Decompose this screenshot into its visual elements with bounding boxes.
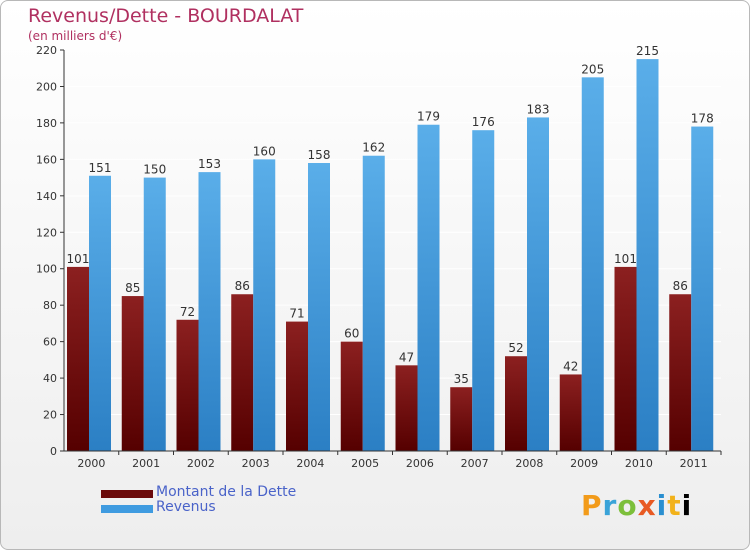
axes: 0 20 40 60 80 100 120 140 160 180 200 220 2000 2001 20… bbox=[36, 44, 722, 470]
data-label-dette: 85 bbox=[125, 281, 140, 295]
bar-dette bbox=[395, 365, 418, 451]
bar-dette bbox=[286, 321, 308, 451]
bar-revenus bbox=[308, 163, 330, 451]
y-tick-label: 60 bbox=[43, 336, 57, 349]
data-label-dette: 52 bbox=[508, 341, 523, 355]
bar-dette bbox=[505, 356, 527, 451]
bar-revenus bbox=[253, 159, 276, 451]
x-tick-label: 2010 bbox=[625, 457, 653, 470]
bar-dette bbox=[67, 266, 89, 451]
x-tick-label: 2009 bbox=[570, 457, 598, 470]
y-tick-label: 200 bbox=[36, 80, 57, 93]
data-label-dette: 35 bbox=[454, 372, 469, 386]
data-label-dette: 47 bbox=[399, 350, 414, 364]
bar-revenus bbox=[362, 155, 385, 451]
bar-revenus bbox=[198, 172, 221, 451]
data-label-dette: 101 bbox=[614, 252, 637, 266]
data-label-dette: 71 bbox=[289, 307, 304, 321]
proxiti-logo: Proxiti bbox=[581, 489, 693, 522]
x-tick-label: 2007 bbox=[461, 457, 489, 470]
data-label-dette: 60 bbox=[344, 327, 359, 341]
x-tick-label: 2003 bbox=[242, 457, 270, 470]
y-tick-label: 100 bbox=[36, 263, 57, 276]
data-label-revenus: 151 bbox=[89, 161, 112, 175]
data-labels: 101 151 85 150 72 153 86 160 71 158 60 162 47 179 35 17… bbox=[67, 44, 714, 386]
bar-revenus bbox=[581, 77, 604, 451]
bar-revenus bbox=[143, 177, 166, 451]
data-label-revenus: 162 bbox=[362, 141, 385, 155]
x-tick-label: 2000 bbox=[77, 457, 105, 470]
legend-swatch-dette bbox=[101, 490, 153, 498]
chart-subtitle: (en milliers d'€) bbox=[28, 29, 123, 43]
y-tick-label: 0 bbox=[50, 445, 57, 458]
grid-lines bbox=[64, 49, 721, 416]
x-tick-label: 2001 bbox=[132, 457, 160, 470]
legend-label-dette: Montant de la Dette bbox=[156, 484, 297, 500]
bar-revenus bbox=[691, 126, 714, 452]
x-tick-label: 2008 bbox=[515, 457, 543, 470]
legend-swatch-revenus bbox=[101, 505, 153, 513]
bar-dette bbox=[121, 296, 144, 451]
data-label-revenus: 178 bbox=[691, 112, 714, 126]
bar-dette bbox=[340, 341, 363, 451]
x-tick-label: 2005 bbox=[351, 457, 379, 470]
y-tick-label: 80 bbox=[43, 299, 57, 312]
bar-dette bbox=[614, 266, 637, 451]
data-label-revenus: 183 bbox=[527, 102, 550, 116]
data-label-dette: 86 bbox=[673, 279, 688, 293]
y-tick-label: 160 bbox=[36, 153, 57, 166]
bar-revenus bbox=[89, 175, 111, 451]
y-tick-label: 40 bbox=[43, 372, 57, 385]
bar-revenus bbox=[636, 59, 659, 451]
data-label-revenus: 205 bbox=[581, 62, 604, 76]
bar-dette bbox=[176, 319, 199, 451]
x-tick-label: 2006 bbox=[406, 457, 434, 470]
data-label-revenus: 158 bbox=[308, 148, 331, 162]
bar-dette bbox=[669, 294, 692, 451]
bar-revenus bbox=[417, 124, 440, 452]
data-label-revenus: 176 bbox=[472, 115, 495, 129]
x-tick-label: 2002 bbox=[187, 457, 215, 470]
data-label-revenus: 153 bbox=[198, 157, 221, 171]
bar-dette bbox=[559, 374, 582, 451]
data-label-revenus: 160 bbox=[253, 144, 276, 158]
y-tick-label: 140 bbox=[36, 190, 57, 203]
data-label-dette: 86 bbox=[235, 279, 250, 293]
data-label-dette: 101 bbox=[67, 252, 90, 266]
data-label-revenus: 150 bbox=[143, 163, 166, 177]
y-tick-label: 180 bbox=[36, 117, 57, 130]
bar-dette bbox=[450, 387, 473, 451]
data-label-dette: 72 bbox=[180, 305, 195, 319]
bar-revenus bbox=[472, 130, 495, 451]
y-tick-label: 20 bbox=[43, 409, 57, 422]
x-tick-label: 2011 bbox=[680, 457, 708, 470]
bar-revenus bbox=[527, 117, 549, 451]
x-tick-label: 2004 bbox=[296, 457, 324, 470]
legend-label-revenus: Revenus bbox=[156, 499, 216, 515]
chart-title: Revenus/Dette - BOURDALAT bbox=[28, 5, 304, 27]
data-label-revenus: 179 bbox=[417, 110, 440, 124]
data-label-dette: 42 bbox=[563, 359, 578, 373]
bar-dette bbox=[231, 294, 254, 451]
data-label-revenus: 215 bbox=[636, 44, 659, 58]
y-tick-label: 220 bbox=[36, 44, 57, 57]
y-tick-label: 120 bbox=[36, 226, 57, 239]
bars bbox=[67, 59, 714, 452]
